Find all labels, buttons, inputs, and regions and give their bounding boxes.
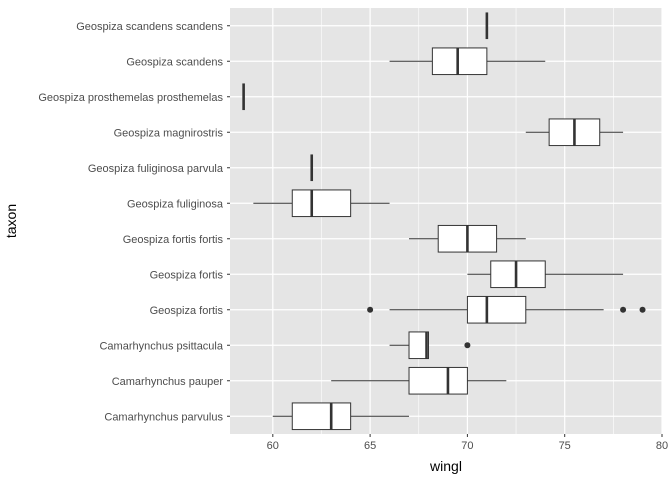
outlier-point: [367, 306, 374, 313]
x-axis-title: wingl: [429, 458, 462, 474]
y-tick-label: Geospiza fortis: [150, 305, 224, 317]
boxes: [242, 12, 646, 431]
box-2: [389, 331, 471, 360]
box-iqr: [490, 260, 546, 289]
x-tick-label: 60: [267, 440, 279, 452]
box-5: [409, 224, 526, 253]
y-tick-label: Geospiza fortis fortis: [123, 234, 224, 246]
y-tick-label: Geospiza fuliginosa: [127, 198, 224, 210]
y-tick-label: Geospiza magnirostris: [114, 127, 224, 139]
box-10: [389, 47, 546, 76]
box-iqr: [466, 295, 527, 324]
box-6: [253, 189, 390, 218]
outlier-point: [620, 306, 627, 313]
box-iqr: [408, 366, 468, 395]
x-tick-label: 65: [364, 440, 376, 452]
box-iqr: [291, 189, 352, 218]
x-axis: 60 65 70 75 80: [267, 434, 668, 452]
box-4: [467, 260, 624, 289]
y-axis-title: taxon: [3, 204, 19, 238]
box-1: [331, 366, 507, 395]
x-tick-label: 80: [656, 440, 668, 452]
box-iqr: [408, 331, 429, 360]
plot-panel: [230, 8, 662, 434]
y-tick-label: Geospiza fuliginosa parvula: [88, 163, 224, 175]
outlier-point: [639, 306, 646, 313]
y-tick-label: Geospiza scandens: [126, 56, 223, 68]
outlier-point: [464, 342, 471, 349]
box-iqr: [431, 47, 488, 76]
y-tick-label: Camarhynchus psittacula: [99, 340, 223, 352]
x-tick-label: 75: [559, 440, 571, 452]
y-tick-label: Camarhynchus pauper: [112, 376, 224, 388]
y-axis: Camarhynchus parvulus Camarhynchus pauper…: [38, 21, 230, 423]
box-3: [367, 295, 646, 324]
box-8: [525, 118, 624, 147]
box-0: [272, 402, 410, 431]
y-tick-label: Geospiza fortis: [150, 269, 224, 281]
box-iqr: [291, 402, 352, 431]
y-tick-label: Camarhynchus parvulus: [104, 411, 223, 423]
y-tick-label: Geospiza prosthemelas prosthemelas: [38, 92, 223, 104]
x-tick-label: 70: [461, 440, 473, 452]
y-tick-label: Geospiza scandens scandens: [76, 21, 223, 33]
